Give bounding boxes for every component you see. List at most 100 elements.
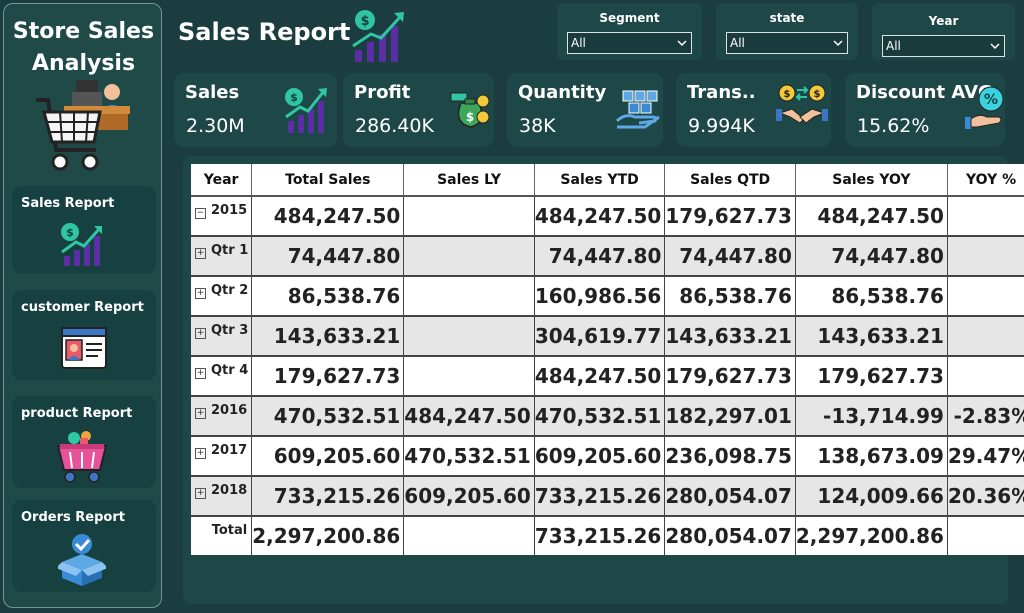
table-row: + Qtr 4 179,627.73 484,247.50 179,627.73 … [191, 356, 1024, 397]
column-header[interactable]: Sales LY [403, 164, 535, 197]
table-cell: 236,098.75 [664, 436, 796, 477]
table-cell [947, 356, 1024, 397]
app-title-line1: Store Sales [12, 19, 155, 44]
row-label: Qtr 1 [211, 243, 249, 258]
table-cell: 470,532.51 [534, 396, 666, 437]
state-slicer: state All [716, 3, 858, 60]
svg-text:$: $ [360, 14, 369, 29]
column-header[interactable]: Sales YOY [795, 164, 948, 197]
dollar-growth-chart-icon: $ [58, 222, 106, 268]
nav-orders-report[interactable]: Orders Report [12, 500, 156, 592]
row-label: 2015 [211, 203, 248, 218]
table-cell: 74,447.80 [534, 236, 666, 277]
year-dropdown[interactable]: All [882, 35, 1005, 57]
table-cell: 733,215.26 [251, 476, 405, 517]
kpi-quantity-card: Quantity 38K [507, 73, 663, 147]
app-title-line2: Analysis [31, 51, 136, 76]
segment-slicer: Segment All [557, 3, 702, 60]
expand-icon[interactable]: + [195, 368, 206, 379]
nav-product-report-label: product Report [21, 406, 133, 421]
row-header: + Qtr 3 [191, 316, 253, 357]
table-row: +2016 470,532.51 484,247.50 470,532.51 1… [191, 396, 1024, 437]
row-header: +2018 [191, 476, 253, 517]
total-cell: 2,297,200.86 [795, 516, 948, 555]
nav-customer-report[interactable]: customer Report [12, 290, 156, 380]
table-cell: 74,447.80 [664, 236, 796, 277]
table-cell: 86,538.76 [664, 276, 796, 317]
chevron-down-icon [833, 38, 843, 48]
sidebar: Store Sales Analysis Sales Report $ [3, 3, 162, 608]
row-label: 2017 [211, 443, 248, 458]
table-cell: 280,054.07 [664, 476, 796, 517]
expand-icon[interactable]: + [195, 288, 206, 299]
column-header[interactable]: Sales YTD [534, 164, 666, 197]
column-header[interactable]: Year [191, 164, 253, 197]
total-cell [403, 516, 535, 555]
total-cell: 280,054.07 [664, 516, 796, 555]
kpi-transactions-title: Trans.. [687, 82, 756, 103]
year-slicer-label: Year [928, 14, 959, 28]
total-cell [947, 516, 1024, 555]
table-cell: 143,633.21 [795, 316, 948, 357]
kpi-discount-title: Discount AVG [856, 82, 993, 103]
svg-text:%: % [984, 92, 998, 108]
table-cell [947, 316, 1024, 357]
app-title: Store Sales Analysis [4, 16, 163, 80]
table-row: −2015 484,247.50 484,247.50 179,627.73 4… [191, 196, 1024, 237]
table-cell: 484,247.50 [251, 196, 405, 237]
table-cell: 143,633.21 [251, 316, 405, 357]
money-bag-icon: $ [449, 89, 491, 131]
svg-text:$: $ [814, 89, 821, 100]
table-cell: 179,627.73 [251, 356, 405, 397]
table-cell: 484,247.50 [403, 396, 535, 437]
year-slicer: Year All [872, 3, 1015, 60]
nav-product-report[interactable]: product Report [12, 396, 156, 488]
total-label: Total [191, 516, 253, 555]
column-header[interactable]: Sales QTD [664, 164, 796, 197]
handshake-exchange-icon: $ $ [776, 83, 828, 133]
table-header-row: Year Total Sales Sales LY Sales YTD Sale… [191, 164, 1024, 197]
segment-slicer-label: Segment [599, 11, 660, 25]
table-cell [947, 196, 1024, 237]
state-dropdown[interactable]: All [726, 32, 848, 54]
expand-icon[interactable]: + [195, 328, 206, 339]
total-cell: 733,215.26 [534, 516, 666, 555]
svg-text:$: $ [466, 110, 474, 124]
expand-icon[interactable]: + [195, 448, 206, 459]
row-header: +2017 [191, 436, 253, 477]
row-label: 2018 [211, 483, 248, 498]
expand-icon[interactable]: + [195, 248, 206, 259]
column-header[interactable]: YOY % [947, 164, 1024, 197]
table-cell: 179,627.73 [795, 356, 948, 397]
row-label: 2016 [211, 403, 248, 418]
svg-text:$: $ [784, 89, 791, 100]
segment-dropdown-value: All [571, 36, 586, 50]
table-cell: 484,247.50 [795, 196, 948, 237]
expand-icon[interactable]: + [195, 488, 206, 499]
nav-sales-report[interactable]: Sales Report $ [12, 186, 156, 274]
table-cell: 733,215.26 [534, 476, 666, 517]
table-cell [403, 356, 535, 397]
table-cell: 484,247.50 [534, 356, 666, 397]
collapse-icon[interactable]: − [195, 208, 206, 219]
table-cell: -2.83% [947, 396, 1024, 437]
segment-dropdown[interactable]: All [567, 32, 692, 54]
table-cell [403, 316, 535, 357]
table-cell: -13,714.99 [795, 396, 948, 437]
page-title: Sales Report [178, 18, 351, 46]
table-row: +2018 733,215.26 609,205.60 733,215.26 2… [191, 476, 1024, 517]
kpi-transactions-value: 9.994K [688, 115, 755, 137]
row-header: + Qtr 4 [191, 356, 253, 397]
row-label: Qtr 4 [211, 363, 249, 378]
table-cell: 29.47% [947, 436, 1024, 477]
kpi-quantity-title: Quantity [518, 82, 607, 103]
state-slicer-label: state [769, 11, 805, 25]
kpi-profit-value: 286.40K [355, 115, 434, 137]
dollar-growth-chart-icon: $ [349, 8, 407, 64]
table-cell: 609,205.60 [534, 436, 666, 477]
expand-icon[interactable]: + [195, 408, 206, 419]
nav-sales-report-label: Sales Report [21, 196, 115, 211]
table-cell: 182,297.01 [664, 396, 796, 437]
column-header[interactable]: Total Sales [251, 164, 405, 197]
table-cell [403, 196, 535, 237]
